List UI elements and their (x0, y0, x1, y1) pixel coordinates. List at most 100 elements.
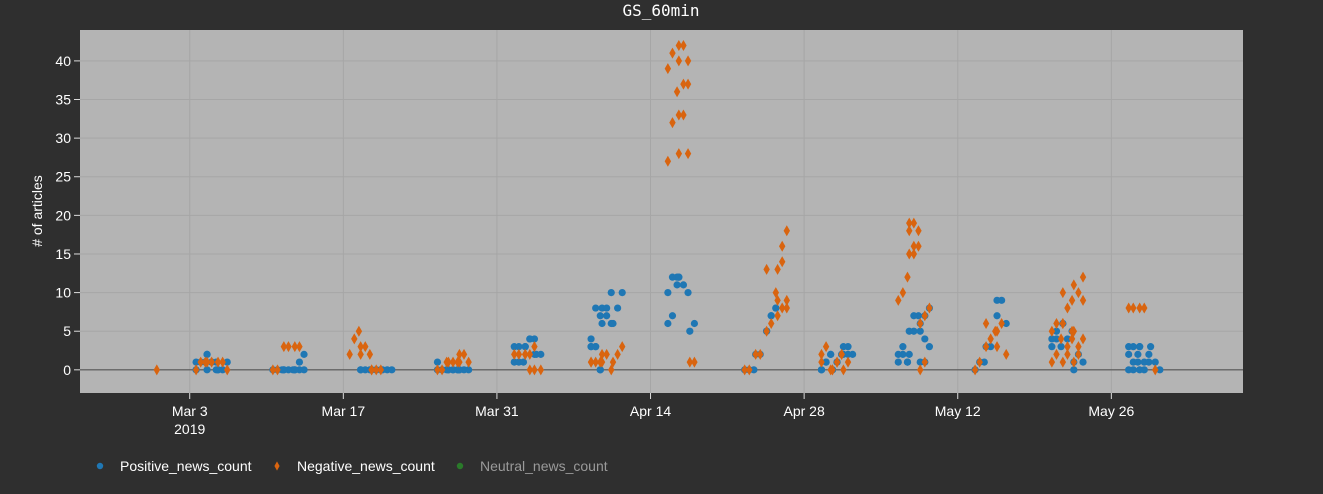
negative-point (910, 248, 918, 260)
positive-point (1140, 366, 1148, 374)
positive-point (300, 350, 308, 358)
negative-point (906, 217, 913, 229)
negative-point (684, 78, 692, 90)
negative-point (684, 55, 692, 67)
negative-point (153, 364, 161, 376)
negative-point (1057, 333, 1065, 345)
positive-point (1048, 343, 1056, 351)
negative-point (904, 271, 911, 283)
negative-point (531, 364, 538, 376)
positive-point (519, 358, 528, 366)
positive-point (925, 343, 934, 351)
negative-point (917, 317, 924, 329)
negative-point (778, 256, 786, 268)
positive-point (526, 335, 534, 343)
positive-point (1070, 366, 1078, 374)
positive-point (839, 343, 848, 351)
y-tick-label: 40 (55, 53, 71, 69)
positive-point (993, 296, 1001, 304)
negative-point (675, 148, 683, 160)
y-axis-label: # of articles (29, 175, 45, 247)
negative-point (609, 356, 617, 368)
negative-point (1064, 348, 1071, 360)
negative-point (746, 364, 753, 376)
positive-point (767, 312, 775, 320)
positive-point (596, 366, 604, 374)
positive-point (1002, 319, 1010, 328)
chart-title: GS_60min (622, 1, 699, 20)
negative-point (664, 63, 672, 75)
x-tick-label: May 12 (935, 403, 981, 419)
positive-point (291, 366, 299, 374)
positive-point (993, 312, 1001, 320)
positive-point (690, 319, 699, 328)
negative-point (456, 356, 463, 368)
negative-point (783, 225, 790, 237)
negative-point (763, 325, 770, 337)
negative-point (1070, 279, 1078, 291)
negative-point (772, 287, 780, 299)
positive-point (827, 350, 835, 358)
negative-point (774, 263, 781, 275)
positive-point (515, 343, 523, 351)
positive-point (1125, 350, 1133, 358)
negative-point (982, 341, 990, 353)
positive-point (668, 312, 677, 320)
negative-point (526, 348, 534, 360)
negative-point (1079, 333, 1087, 345)
negative-point (675, 39, 683, 51)
positive-point (609, 319, 617, 328)
negative-point (763, 263, 770, 275)
negative-point (1152, 364, 1159, 376)
negative-point (976, 356, 983, 368)
negative-point (778, 240, 786, 252)
positive-point (1129, 366, 1137, 374)
positive-point (203, 350, 211, 358)
negative-point (603, 348, 610, 360)
negative-point (818, 348, 825, 360)
negative-point (998, 317, 1005, 329)
positive-point (455, 366, 464, 374)
positive-point (894, 358, 902, 366)
negative-point (844, 356, 852, 368)
negative-point (993, 341, 1001, 353)
positive-point (1151, 358, 1159, 366)
negative-point (768, 317, 775, 329)
negative-point (1136, 302, 1143, 314)
positive-point (905, 327, 913, 335)
y-tick-label: 5 (63, 323, 71, 339)
negative-point (1053, 317, 1060, 329)
negative-point (926, 302, 933, 314)
positive-point (1134, 358, 1142, 366)
negative-point (1079, 271, 1087, 283)
negative-point (1064, 341, 1071, 353)
negative-point (465, 356, 472, 368)
positive-point (280, 366, 288, 374)
positive-point (910, 312, 918, 320)
positive-point (664, 288, 672, 297)
legend-label: Negative_news_count (297, 458, 435, 474)
negative-point (511, 348, 518, 360)
positive-point (905, 350, 913, 358)
negative-point (197, 356, 204, 368)
negative-point (669, 47, 676, 59)
y-tick-label: 25 (55, 169, 71, 185)
negative-point (1059, 287, 1067, 299)
y-tick-label: 30 (55, 130, 71, 146)
negative-point (1068, 294, 1076, 306)
positive-point (214, 366, 222, 374)
positive-point (1147, 343, 1155, 351)
positive-point (921, 335, 929, 343)
negative-point (1075, 348, 1082, 360)
negative-point (366, 348, 374, 360)
negative-point (680, 109, 687, 121)
negative-point (434, 364, 441, 376)
negative-point (203, 356, 211, 368)
x-tick-label: Mar 17 (322, 403, 366, 419)
negative-point (219, 356, 226, 368)
negative-point (895, 294, 902, 306)
negative-point (357, 341, 364, 353)
positive-point (916, 327, 924, 335)
x-tick-label: Apr 28 (784, 403, 825, 419)
positive-point (844, 350, 852, 358)
